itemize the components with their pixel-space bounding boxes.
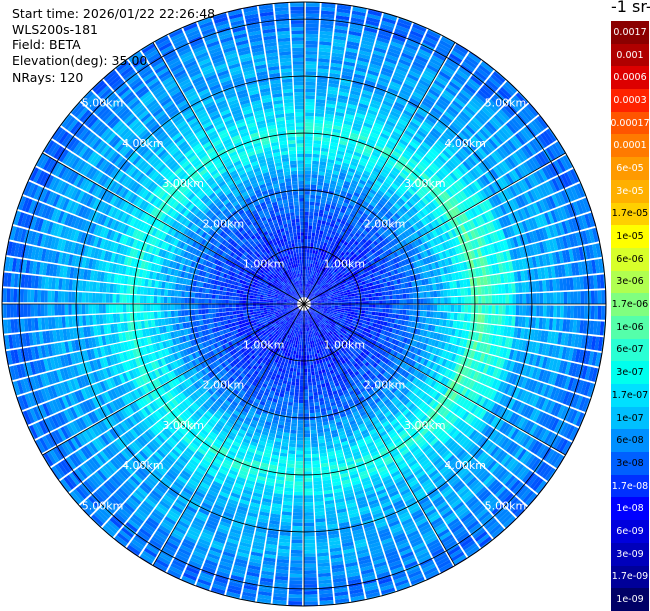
colorbar-level: 6e-08 bbox=[611, 429, 649, 452]
ring-label: 5.00km bbox=[82, 499, 124, 512]
ring-label: 4.00km bbox=[122, 459, 164, 472]
colorbar-level: 0.0006 bbox=[611, 66, 649, 89]
colorbar-level: 0.0003 bbox=[611, 89, 649, 112]
ring-label: 1.00km bbox=[323, 258, 365, 271]
colorbar-unit-label: -1 sr- bbox=[611, 0, 650, 16]
ring-label: 1.00km bbox=[243, 258, 285, 271]
ppi-plot: 1.00km 1.00km 1.00km 1.00km 2.00km 2.00km 2.00… bbox=[0, 0, 608, 610]
ring-label: 3.00km bbox=[162, 419, 204, 432]
ring-label: 5.00km bbox=[82, 97, 124, 110]
nrays-label: NRays: 120 bbox=[12, 70, 83, 85]
field-label: Field: BETA bbox=[12, 37, 81, 52]
colorbar-level: 1e-09 bbox=[611, 588, 649, 611]
elevation-label: Elevation(deg): 35.00 bbox=[12, 53, 147, 68]
colorbar-level: 6e-05 bbox=[611, 157, 649, 180]
colorbar-level: 3e-09 bbox=[611, 543, 649, 566]
colorbar-level: 0.0017 bbox=[611, 21, 649, 44]
instrument-label: WLS200s-181 bbox=[12, 22, 98, 37]
ring-label: 1.00km bbox=[243, 338, 285, 351]
ring-label: 2.00km bbox=[364, 379, 406, 392]
colorbar-level: 1e-05 bbox=[611, 225, 649, 248]
colorbar-level: 3e-07 bbox=[611, 361, 649, 384]
ring-label: 2.00km bbox=[203, 379, 245, 392]
colorbar-level: 1e-07 bbox=[611, 407, 649, 430]
ring-label: 5.00km bbox=[485, 97, 527, 110]
ring-label: 4.00km bbox=[444, 459, 486, 472]
ring-label: 3.00km bbox=[404, 177, 446, 190]
ring-label: 1.00km bbox=[323, 338, 365, 351]
ring-label: 3.00km bbox=[162, 177, 204, 190]
colorbar-level: 1.7e-05 bbox=[611, 203, 649, 226]
colorbar-level: 1.7e-07 bbox=[611, 384, 649, 407]
colorbar-level: 0.00017 bbox=[611, 112, 649, 135]
ring-label: 2.00km bbox=[203, 217, 245, 230]
colorbar-level: 1e-08 bbox=[611, 497, 649, 520]
ring-label: 4.00km bbox=[122, 137, 164, 150]
colorbar-level: 1.7e-08 bbox=[611, 475, 649, 498]
colorbar-level: 6e-07 bbox=[611, 339, 649, 362]
colorbar-level: 1e-06 bbox=[611, 316, 649, 339]
colorbar-level: 3e-08 bbox=[611, 452, 649, 475]
ring-label: 5.00km bbox=[485, 499, 527, 512]
colorbar-level: 0.0001 bbox=[611, 134, 649, 157]
ring-label: 4.00km bbox=[444, 137, 486, 150]
colorbar-level: 0.001 bbox=[611, 44, 649, 67]
colorbar-level: 6e-09 bbox=[611, 520, 649, 543]
ring-label: 2.00km bbox=[364, 217, 406, 230]
colorbar-level: 1.7e-09 bbox=[611, 566, 649, 589]
colorbar-level: 6e-06 bbox=[611, 248, 649, 271]
colorbar-level: 1.7e-06 bbox=[611, 293, 649, 316]
colorbar-level: 3e-05 bbox=[611, 180, 649, 203]
start-time-label: Start time: 2026/01/22 22:26:48 bbox=[12, 6, 215, 21]
colorbar-level: 3e-06 bbox=[611, 271, 649, 294]
ring-label: 3.00km bbox=[404, 419, 446, 432]
